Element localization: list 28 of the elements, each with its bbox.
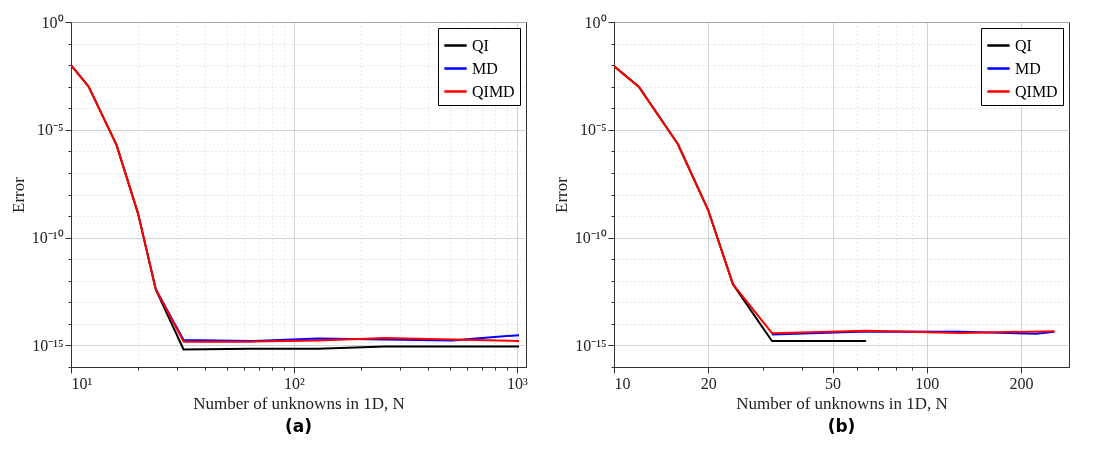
text: (b) xyxy=(827,416,856,436)
y-tick-label: 10⁻⁵ xyxy=(579,121,607,139)
y-tick-label: 10⁰ xyxy=(584,13,607,31)
legend-label: QI xyxy=(472,36,489,54)
x-tick-label: 20 xyxy=(700,374,717,392)
text: (a) xyxy=(284,416,313,436)
x-axis-title: Number of unknowns in 1D, N xyxy=(736,393,948,413)
legend-label: MD xyxy=(1015,59,1041,77)
x-tick-label: 10³ xyxy=(506,374,528,392)
y-tick-label: 10⁻¹⁰ xyxy=(574,229,607,247)
x-tick-label: 10² xyxy=(283,374,305,392)
x-tick-label: 200 xyxy=(1009,374,1034,392)
x-tick-label: 10 xyxy=(614,374,631,392)
legend-label: QIMD xyxy=(472,82,515,100)
legend-label: QI xyxy=(1015,36,1032,54)
legend-label: MD xyxy=(472,59,498,77)
x-tick-label: 50 xyxy=(825,374,842,392)
legend-label: QIMD xyxy=(1015,82,1058,100)
x-tick-label: 10¹ xyxy=(71,374,93,392)
y-tick-label: 10⁻¹⁰ xyxy=(31,229,64,247)
y-axis-title: Error xyxy=(551,176,571,213)
y-tick-label: 10⁻¹⁵ xyxy=(575,336,607,354)
y-tick-label: 10⁻¹⁵ xyxy=(32,336,64,354)
y-tick-label: 10⁰ xyxy=(41,13,64,31)
y-axis-title: Error xyxy=(8,176,28,213)
x-axis-title: Number of unknowns in 1D, N xyxy=(193,393,405,413)
x-tick-label: 100 xyxy=(915,374,940,392)
y-tick-label: 10⁻⁵ xyxy=(36,121,64,139)
